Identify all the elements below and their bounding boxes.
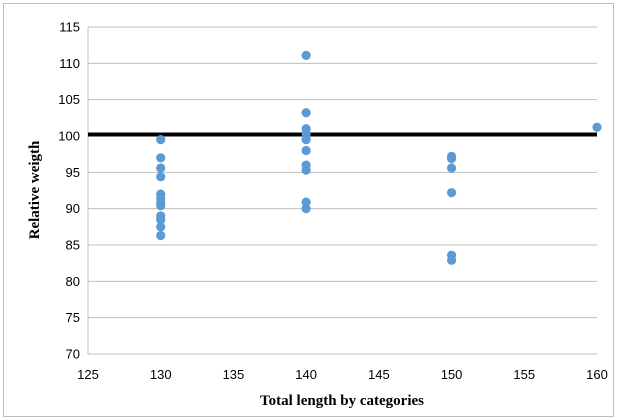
data-point — [301, 204, 311, 214]
y-tick-labels: 70 75 80 85 90 95 100 105 110 115 — [58, 20, 80, 362]
data-point — [156, 222, 166, 232]
y-tick-label: 70 — [66, 347, 80, 362]
x-tick-label: 140 — [295, 367, 317, 382]
y-tick-label: 115 — [59, 20, 80, 35]
data-point — [446, 255, 457, 265]
data-point — [156, 153, 166, 163]
grid-lines — [87, 26, 597, 355]
data-point — [301, 108, 311, 118]
data-point — [156, 201, 166, 211]
y-tick-label: 95 — [66, 165, 80, 180]
x-tick-label: 145 — [368, 367, 390, 382]
y-tick-label: 85 — [66, 238, 80, 253]
x-tick-label: 160 — [586, 367, 608, 382]
data-point — [156, 172, 166, 182]
data-point — [301, 135, 311, 145]
data-points — [156, 50, 602, 265]
data-point — [301, 165, 311, 175]
x-tick-label: 150 — [441, 367, 463, 382]
y-tick-label: 100 — [58, 129, 80, 144]
x-tick-label: 135 — [223, 367, 245, 382]
data-point — [156, 230, 166, 241]
y-tick-label: 75 — [66, 310, 80, 325]
x-tick-label: 155 — [513, 367, 535, 382]
x-tick-label: 130 — [150, 367, 172, 382]
y-tick-label: 110 — [59, 56, 80, 71]
data-point — [156, 214, 166, 225]
y-tick-label: 90 — [66, 201, 80, 216]
x-axis-title: Total length by categories — [260, 393, 424, 409]
data-point — [446, 153, 457, 164]
data-point — [156, 135, 166, 145]
data-point — [446, 188, 457, 198]
data-point — [301, 50, 311, 60]
data-point — [446, 163, 457, 173]
y-tick-label: 105 — [58, 92, 80, 107]
y-axis-title: Relative weigth — [27, 140, 43, 239]
y-tick-label: 80 — [66, 274, 80, 289]
data-point — [156, 163, 166, 173]
x-tick-labels: 125 130 135 140 145 150 155 160 — [77, 367, 608, 382]
data-point — [592, 122, 602, 132]
x-tick-label: 125 — [77, 367, 99, 382]
data-point — [301, 197, 311, 207]
data-point — [301, 145, 311, 156]
